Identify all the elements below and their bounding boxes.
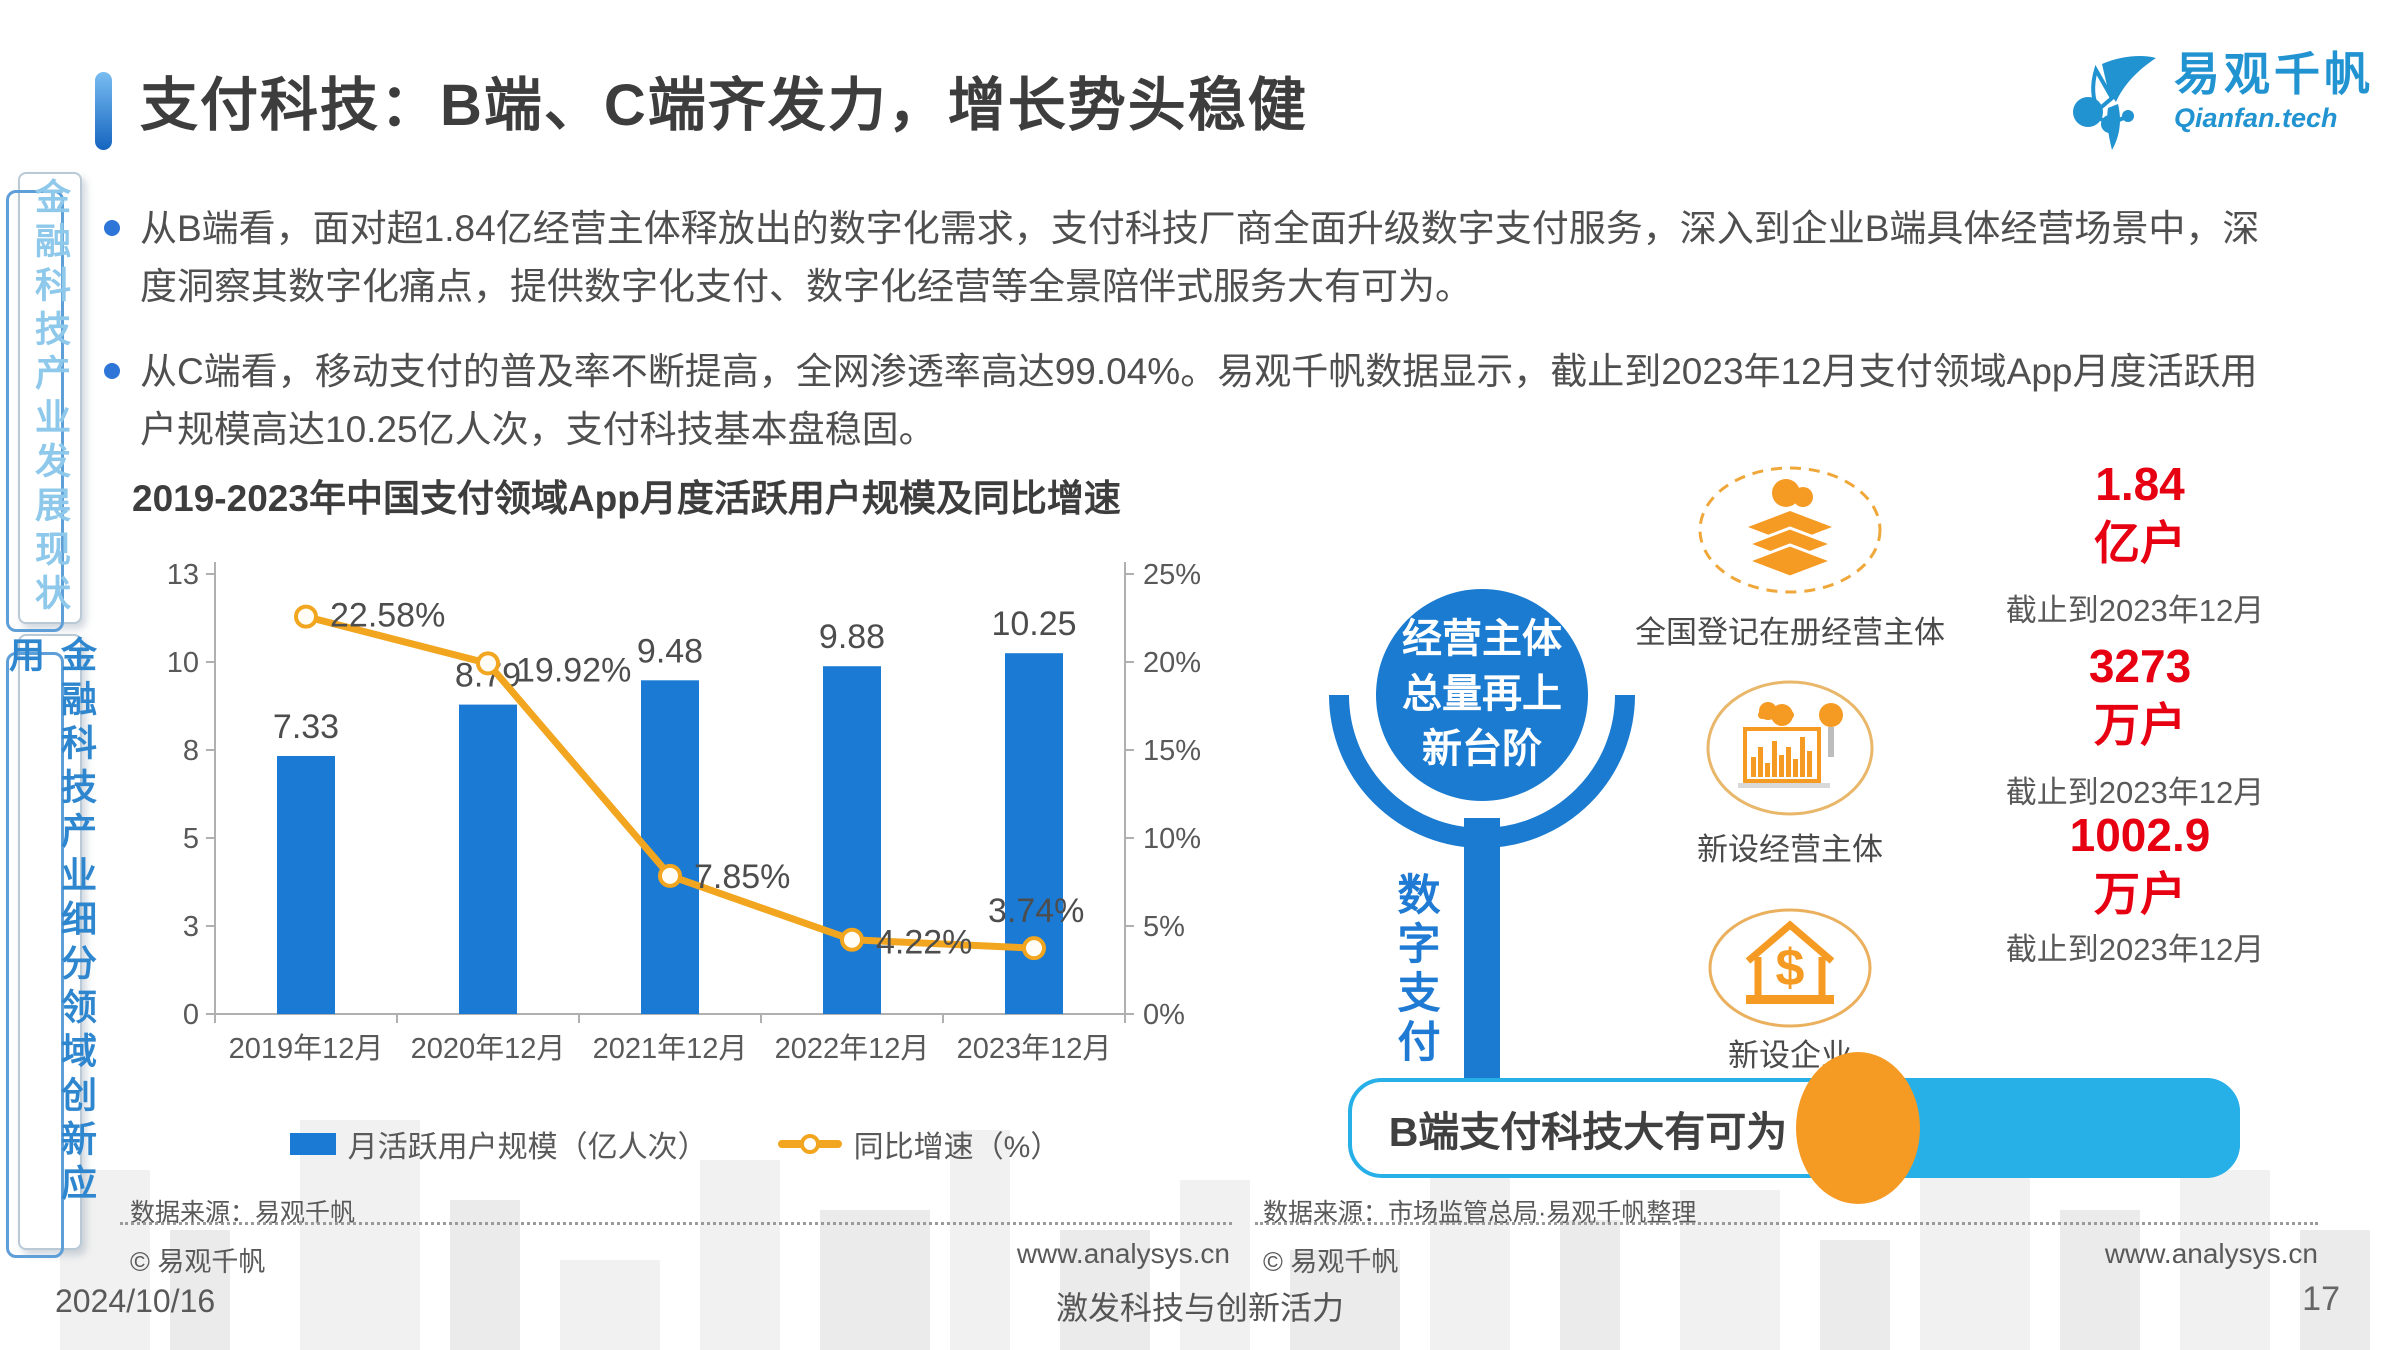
sidebar-item-fintech-status[interactable]: 金融科技产业发展现状: [6, 172, 82, 632]
legend-line-swatch: [777, 1134, 842, 1154]
title-accent-bar: [95, 72, 112, 150]
copyright: © 易观千帆: [1263, 1247, 1399, 1277]
x-category-label: 2022年12月: [775, 1032, 930, 1065]
x-category-label: 2023年12月: [957, 1032, 1112, 1065]
bar-value-label: 9.48: [637, 632, 703, 670]
sidebar-item-label: 金融科技产业细分领域创新应用: [4, 636, 97, 1208]
badge-text: 经营主体 总量再上 新台阶: [1402, 617, 1562, 772]
left-tick-label: 13: [167, 559, 199, 591]
bullet-list: 从B端看，面对超1.84亿经营主体释放出的数字化需求，支付科技厂商全面升级数字支…: [104, 200, 2294, 486]
right-tick-label: 5%: [1143, 911, 1185, 943]
chart-title: 2019-2023年中国支付领域App月度活跃用户规模及同比增速: [132, 478, 1121, 519]
line-value-label: 4.22%: [876, 924, 972, 962]
line-marker: [1022, 936, 1046, 961]
stem-label: 数字支付: [1391, 872, 1439, 1068]
bar: [459, 704, 517, 1014]
website-link[interactable]: www.analysys.cn: [2104, 1238, 2318, 1269]
bar: [277, 755, 335, 1014]
right-tick-label: 20%: [1143, 647, 1201, 679]
bar: [641, 680, 699, 1014]
line-value-label: 7.85%: [694, 858, 790, 896]
qianfan-sail-icon: [2073, 56, 2156, 150]
bar-value-label: 10.25: [991, 605, 1076, 643]
stat-row-label: 新设经营主体: [1697, 832, 1883, 867]
copyright: © 易观千帆: [130, 1247, 266, 1277]
left-tick-label: 8: [183, 735, 199, 767]
stat-row-label: 新设企业: [1728, 1038, 1852, 1073]
line-marker: [840, 927, 864, 952]
legend-label: 同比增速（%）: [853, 1131, 1061, 1164]
line-value-label: 19.92%: [516, 651, 631, 689]
line-marker: [294, 604, 318, 629]
bullet-dot-icon: [104, 362, 120, 379]
sidebar-item-fintech-segments[interactable]: 金融科技产业细分领域创新应用: [4, 634, 97, 1258]
chart-legend: 月活跃用户规模（亿人次） 同比增速（%）: [130, 1122, 1220, 1166]
line-marker: [476, 651, 500, 676]
slide-date: 2024/10/16: [55, 1283, 216, 1319]
factory-chart-icon: [1706, 680, 1874, 816]
x-category-label: 2020年12月: [411, 1032, 566, 1065]
sidebar-item-label: 金融科技产业发展现状: [30, 178, 71, 618]
left-tick-label: 3: [183, 911, 199, 943]
logo-subtitle: Qianfan.tech: [2174, 103, 2338, 134]
stat-value: 1002.9 万户: [2069, 809, 2211, 920]
banner-orange-ellipse: [1796, 1052, 1920, 1204]
svg-text:$: $: [1776, 939, 1805, 997]
bullet-text: 从B端看，面对超1.84亿经营主体释放出的数字化需求，支付科技厂商全面升级数字支…: [140, 208, 2260, 308]
bar-value-label: 7.33: [273, 708, 339, 746]
left-tick-label: 10: [167, 647, 199, 679]
banner-text: B端支付科技大有可为: [1388, 1109, 1788, 1155]
bullet-item: 从B端看，面对超1.84亿经营主体释放出的数字化需求，支付科技厂商全面升级数字支…: [104, 200, 2294, 317]
line-value-label: 22.58%: [330, 597, 445, 635]
right-tick-label: 25%: [1143, 559, 1201, 591]
bullet-text: 从C端看，移动支付的普及率不断提高，全网渗透率高达99.04%。易观千帆数据显示…: [140, 350, 2258, 451]
legend-bar-swatch: [289, 1133, 336, 1155]
right-tick-label: 0%: [1143, 999, 1185, 1031]
line-value-label: 3.74%: [988, 892, 1084, 930]
logo: 易观千帆 Qianfan.tech: [2072, 50, 2374, 154]
slide-slogan: 激发科技与创新活力: [1055, 1290, 1344, 1326]
bar-value-label: 9.88: [819, 618, 885, 656]
stat-date: 截止到2023年12月: [2005, 775, 2265, 810]
bullet-dot-icon: [104, 220, 120, 236]
stat-row-label: 全国登记在册经营主体: [1635, 615, 1945, 650]
page-title: 支付科技：B端、C端齐发力，增长势头稳健: [140, 73, 1308, 138]
right-tick-label: 10%: [1143, 823, 1201, 855]
logo-name: 易观千帆: [2174, 48, 2374, 100]
stat-value: 1.84 亿户: [2094, 458, 2186, 569]
page-number: 17: [2302, 1280, 2340, 1318]
digital-payment-ornament: [1329, 589, 1635, 1080]
bar: [823, 666, 881, 1014]
footer-divider: [1255, 1222, 2318, 1225]
legend-item-line: 同比增速（%）: [777, 1122, 1061, 1166]
left-tick-label: 5: [183, 823, 199, 855]
x-category-label: 2021年12月: [593, 1032, 748, 1065]
right-tick-label: 15%: [1143, 735, 1201, 767]
footer-divider: [120, 1222, 1232, 1225]
skyline-background: [60, 1120, 2370, 1350]
stat-date: 截止到2023年12月: [2005, 593, 2265, 628]
stat-date: 截止到2023年12月: [2005, 932, 2265, 967]
line-marker: [658, 863, 682, 888]
legend-label: 月活跃用户规模（亿人次）: [347, 1131, 708, 1164]
house-dollar-icon: $: [1708, 908, 1872, 1028]
left-tick-label: 0: [183, 999, 199, 1031]
website-link[interactable]: www.analysys.cn: [1016, 1238, 1230, 1269]
stat-value: 3273 万户: [2088, 640, 2192, 751]
combo-chart: 1310853025%20%15%10%5%0%7.332019年12月8.79…: [167, 559, 1201, 1065]
b2b-payment-banner: B端支付科技大有可为: [1348, 1052, 2240, 1204]
x-category-label: 2019年12月: [229, 1032, 384, 1065]
layers-cloud-icon: [1698, 466, 1882, 594]
legend-item-bar: 月活跃用户规模（亿人次）: [289, 1122, 708, 1166]
bullet-item: 从C端看，移动支付的普及率不断提高，全网渗透率高达99.04%。易观千帆数据显示…: [104, 343, 2294, 460]
